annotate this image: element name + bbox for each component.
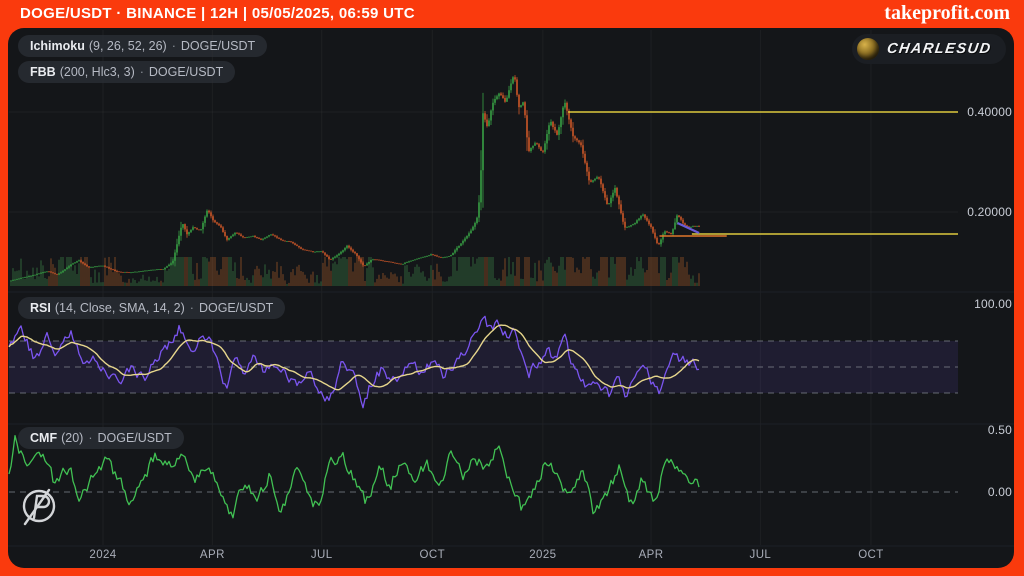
cmf-scale-label: 0.00 [987, 485, 1012, 499]
avatar [857, 38, 880, 60]
indicator-name: Ichimoku [30, 39, 85, 53]
indicator-symbol: DOGE/USDT [97, 431, 172, 445]
indicator-params: (9, 26, 52, 26) [88, 39, 167, 53]
indicator-pill-ichimoku[interactable]: Ichimoku (9, 26, 52, 26) · DOGE/USDT [18, 35, 268, 57]
indicator-symbol: DOGE/USDT [148, 65, 224, 79]
time-axis-label: OCT [858, 549, 884, 561]
cmf-scale-label: 0.50 [987, 423, 1012, 437]
indicator-name: RSI [30, 301, 51, 315]
time-axis-label: 2025 [529, 549, 557, 561]
time-axis-label: OCT [419, 549, 446, 561]
indicator-params: (14, Close, SMA, 14, 2) [54, 301, 185, 315]
price-scale-label: 0.20000 [967, 205, 1012, 219]
brand-logo: takeprofit.com [884, 2, 1010, 24]
indicator-symbol: DOGE/USDT [198, 301, 274, 315]
separator-dot: · [88, 431, 93, 445]
time-axis-label: APR [199, 549, 225, 561]
indicator-pill-rsi[interactable]: RSI (14, Close, SMA, 14, 2) · DOGE/USDT [18, 297, 286, 319]
indicator-symbol: DOGE/USDT [180, 39, 256, 53]
indicator-params: (20) [61, 431, 84, 445]
separator-dot: · [171, 39, 176, 53]
takeprofit-watermark-logo [22, 488, 56, 526]
indicator-pill-fbb[interactable]: FBB (200, Hlc3, 3) · DOGE/USDT [18, 61, 236, 83]
indicator-pill-cmf[interactable]: CMF (20) · DOGE/USDT [18, 427, 184, 449]
top-bar: DOGE/USDT · BINANCE | 12H | 05/05/2025, … [0, 0, 1024, 28]
time-axis-label: APR [638, 549, 664, 561]
indicator-name: CMF [30, 431, 58, 445]
time-axis[interactable]: 2024 APR JUL OCT 2025 APR JUL OCT [0, 549, 1024, 568]
separator-dot: · [189, 301, 194, 315]
price-scale-label: 0.40000 [967, 105, 1012, 119]
indicator-name: FBB [30, 65, 56, 79]
chart-title: DOGE/USDT · BINANCE | 12H | 05/05/2025, … [20, 5, 415, 22]
time-axis-label: JUL [310, 549, 333, 561]
username: CHARLESUD [886, 41, 994, 57]
separator-dot: · [139, 65, 144, 79]
time-axis-label: JUL [749, 549, 772, 561]
time-axis-label: 2024 [89, 549, 117, 561]
rsi-scale-label: 100.00 [974, 297, 1012, 311]
user-badge[interactable]: CHARLESUD [852, 34, 1006, 64]
indicator-params: (200, Hlc3, 3) [59, 65, 135, 79]
